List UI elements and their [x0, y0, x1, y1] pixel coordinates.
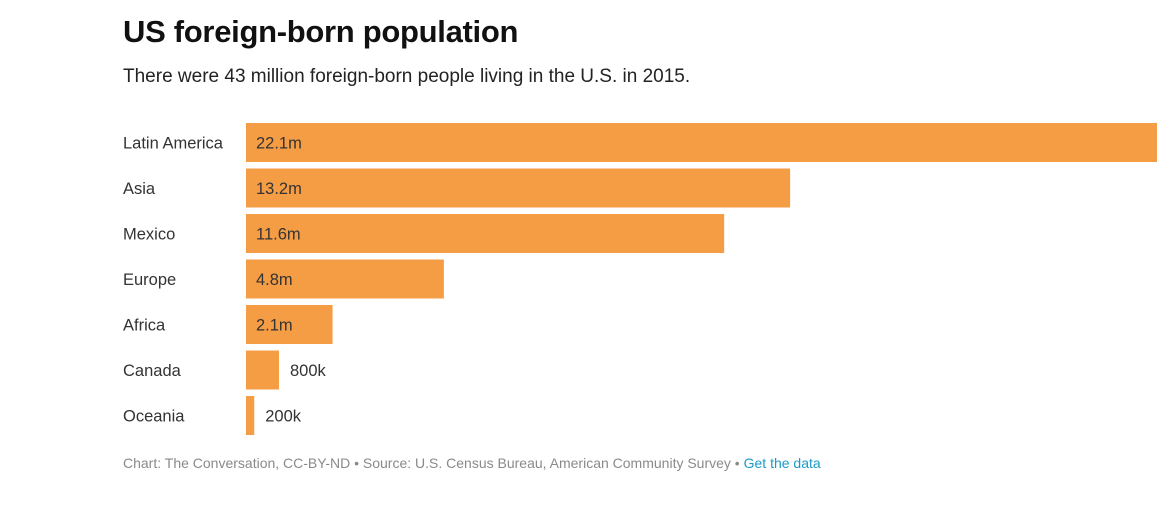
category-label: Latin America	[123, 135, 224, 153]
bar	[246, 168, 791, 208]
value-label: 22.1m	[256, 135, 302, 153]
category-label: Europe	[123, 271, 176, 289]
chart-footer: Chart: The Conversation, CC-BY-ND • Sour…	[123, 455, 821, 471]
category-label: Asia	[123, 180, 156, 198]
value-label: 11.6m	[256, 226, 301, 244]
chart-title: US foreign-born population	[123, 14, 519, 49]
bar-chart: Latin America 22.1m Asia 13.2m Mexico 11.6m Eu…	[123, 123, 1157, 435]
chart-subtitle: There were 43 million foreign-born peopl…	[123, 66, 691, 87]
value-label: 4.8m	[256, 271, 293, 289]
source-credit: Chart: The Conversation, CC-BY-ND • Sour…	[123, 455, 744, 471]
bar	[246, 259, 444, 299]
value-label: 800k	[290, 362, 327, 380]
value-label: 200k	[265, 408, 302, 426]
bar	[246, 350, 279, 390]
bar	[246, 214, 725, 253]
bar	[246, 305, 333, 344]
value-label: 13.2m	[256, 180, 302, 198]
category-label: Canada	[123, 362, 182, 380]
bar	[246, 396, 255, 435]
value-label: 2.1m	[256, 317, 293, 335]
category-label: Mexico	[123, 226, 175, 244]
category-label: Oceania	[123, 408, 185, 426]
bar	[246, 123, 1157, 162]
get-the-data-link[interactable]: Get the data	[743, 455, 821, 471]
category-label: Africa	[123, 317, 166, 335]
